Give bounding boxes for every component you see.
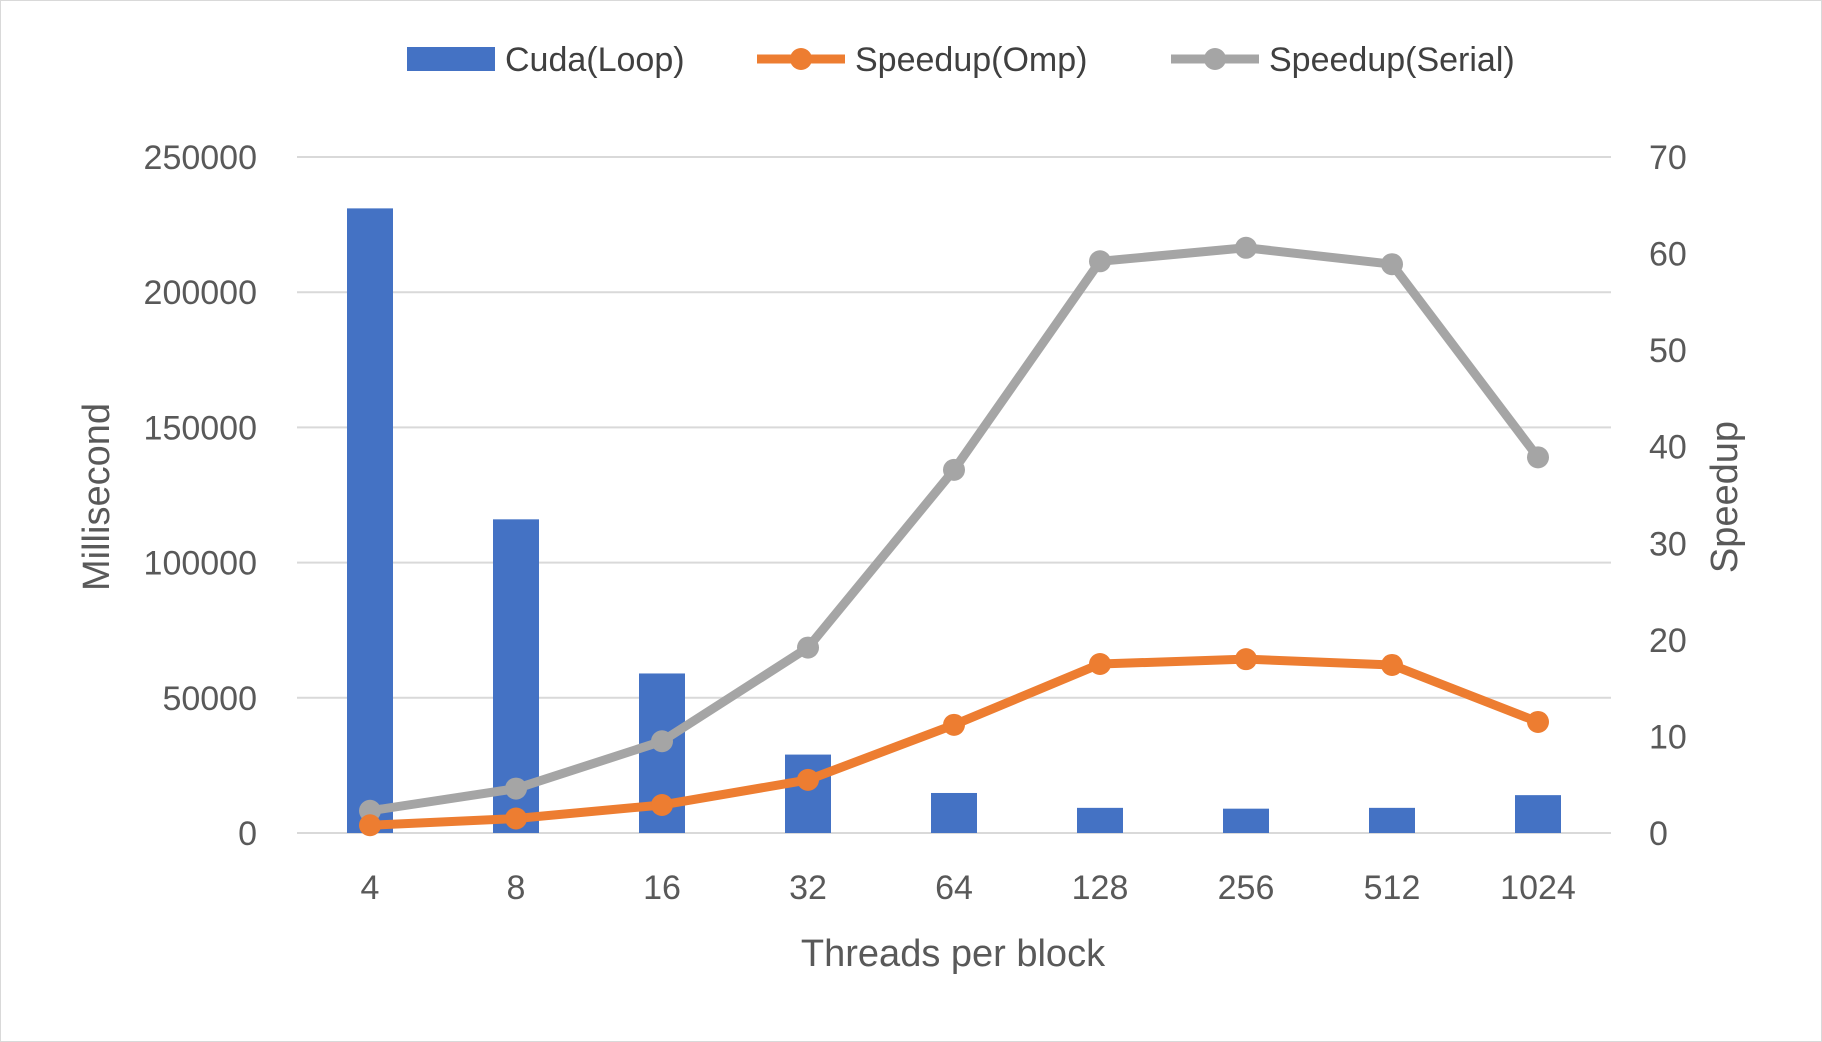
- y2-tick-label: 30: [1649, 525, 1687, 563]
- y2-tick-label: 40: [1649, 429, 1687, 467]
- y2-tick-label: 0: [1649, 815, 1668, 853]
- data-point: [1527, 710, 1549, 733]
- data-point: [1381, 253, 1403, 276]
- bar: [1369, 807, 1415, 833]
- data-point: [1235, 648, 1257, 671]
- data-point: [797, 768, 819, 791]
- x-tick-label: 64: [935, 869, 973, 907]
- x-tick-label: 32: [789, 869, 827, 907]
- bar: [1077, 807, 1123, 833]
- bar: [347, 208, 393, 834]
- legend-label: Speedup(Serial): [1269, 41, 1515, 79]
- data-point: [943, 458, 965, 481]
- x-tick-label: 16: [643, 869, 681, 907]
- y2-tick-label: 20: [1649, 622, 1687, 660]
- legend-marker: [1204, 48, 1226, 70]
- bar: [1515, 795, 1561, 833]
- y-axis-right-ticks: 0 10 20 30 40 50 60 70: [1649, 139, 1687, 853]
- legend: Cuda(Loop) Speedup(Omp) Speedup(Serial): [407, 41, 1515, 79]
- y-tick-label: 200000: [144, 274, 257, 312]
- data-point: [1089, 250, 1111, 273]
- data-point: [505, 777, 527, 800]
- data-point: [1089, 653, 1111, 675]
- y-axis-left-ticks: 0 50000 100000 150000 200000 250000: [144, 139, 257, 853]
- bar-series-cuda-loop: [347, 208, 1561, 834]
- x-axis-title: Threads per block: [801, 933, 1106, 975]
- bar: [931, 792, 977, 833]
- x-tick-label: 1024: [1500, 869, 1576, 907]
- legend-label: Speedup(Omp): [855, 41, 1087, 79]
- x-tick-label: 512: [1364, 869, 1421, 907]
- y2-axis-title: Speedup: [1704, 421, 1746, 573]
- y2-tick-label: 50: [1649, 332, 1687, 370]
- data-point: [651, 793, 673, 816]
- bar: [1223, 808, 1269, 833]
- legend-marker: [790, 48, 812, 70]
- data-point: [359, 814, 381, 837]
- data-point: [505, 807, 527, 830]
- data-point: [943, 713, 965, 736]
- legend-swatch: [407, 47, 495, 71]
- x-tick-label: 8: [507, 869, 526, 907]
- y-tick-label: 250000: [144, 139, 257, 177]
- y-tick-label: 0: [238, 815, 257, 853]
- data-point: [1527, 446, 1549, 469]
- y-tick-label: 50000: [162, 680, 257, 718]
- y-tick-label: 100000: [144, 545, 257, 583]
- x-tick-label: 4: [361, 869, 380, 907]
- data-point: [797, 636, 819, 659]
- data-point: [651, 730, 673, 753]
- y-tick-label: 150000: [144, 409, 257, 447]
- y-axis-title: Millisecond: [76, 403, 118, 591]
- y2-tick-label: 70: [1649, 139, 1687, 177]
- x-tick-label: 256: [1218, 869, 1275, 907]
- x-axis-ticks: 4 8 16 32 64 128 256 512 1024: [361, 869, 1576, 907]
- data-point: [1235, 236, 1257, 259]
- y2-tick-label: 60: [1649, 236, 1687, 274]
- y2-tick-label: 10: [1649, 718, 1687, 756]
- line-series: [359, 236, 1549, 837]
- legend-label: Cuda(Loop): [505, 41, 685, 79]
- data-point: [1381, 653, 1403, 676]
- x-tick-label: 128: [1072, 869, 1129, 907]
- bar: [785, 754, 831, 833]
